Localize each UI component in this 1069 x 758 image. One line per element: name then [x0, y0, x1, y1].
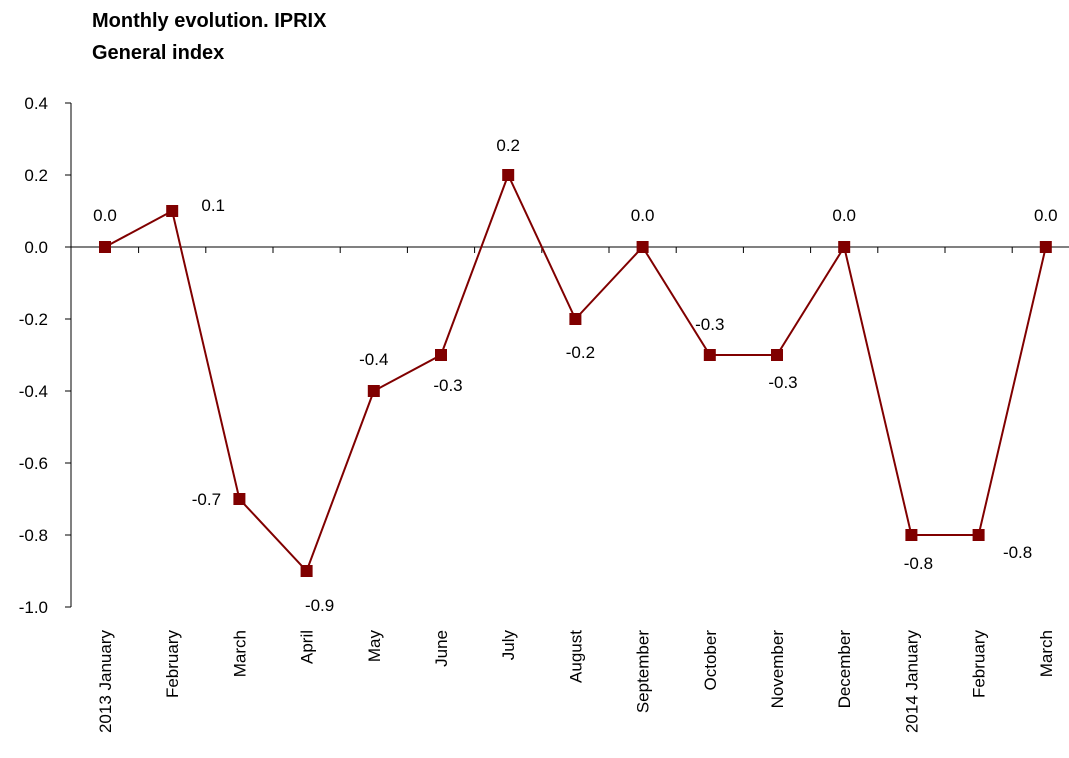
marker: [1039, 241, 1052, 253]
y-tick-label: 0.0: [24, 238, 48, 257]
marker: [502, 169, 515, 181]
marker: [703, 349, 716, 361]
x-tick-label: May: [365, 630, 384, 663]
data-label: -0.7: [192, 490, 221, 509]
y-tick-label: -0.6: [19, 454, 48, 473]
y-tick-label: -0.8: [19, 526, 48, 545]
y-tick-label: -1.0: [19, 598, 48, 617]
data-label: 0.0: [1034, 206, 1058, 225]
data-label: -0.4: [359, 350, 388, 369]
marker: [435, 349, 447, 361]
x-tick-label: March: [230, 630, 249, 677]
x-tick-label: March: [1037, 630, 1056, 677]
data-label: -0.8: [1003, 543, 1032, 562]
marker: [569, 313, 582, 325]
y-tick-label: -0.4: [19, 382, 48, 401]
x-tick-label: July: [499, 630, 518, 661]
chart-title: Monthly evolution. IPRIX: [92, 10, 327, 32]
marker: [166, 205, 179, 217]
data-label: -0.8: [904, 554, 933, 573]
series-line: [104, 172, 1047, 573]
marker: [367, 385, 380, 397]
x-tick-label: August: [566, 630, 585, 683]
marker: [99, 241, 111, 253]
y-tick-label: 0.2: [24, 166, 48, 185]
data-label: 0.0: [832, 206, 856, 225]
marker: [838, 241, 851, 253]
x-tick-label: 2013 January: [96, 630, 115, 734]
x-tick-label: September: [634, 630, 653, 713]
marker: [972, 529, 985, 541]
data-label: -0.2: [566, 343, 595, 362]
x-tick-label: April: [298, 630, 317, 664]
data-label: -0.3: [433, 376, 462, 395]
data-label: 0.2: [496, 136, 520, 155]
data-label: -0.9: [305, 596, 334, 615]
x-tick-label: June: [432, 630, 451, 667]
x-tick-label: November: [768, 630, 787, 709]
data-label: 0.0: [631, 206, 655, 225]
data-label: 0.0: [93, 206, 117, 225]
x-tick-label: February: [163, 630, 182, 699]
y-tick-label: 0.4: [24, 94, 48, 113]
marker: [300, 565, 313, 577]
data-label: -0.3: [695, 315, 724, 334]
x-tick-label: February: [970, 630, 989, 699]
chart-subtitle: General index: [92, 42, 224, 64]
marker: [233, 493, 246, 505]
marker: [905, 529, 918, 541]
x-tick-label: December: [835, 630, 854, 709]
x-tick-label: October: [701, 630, 720, 691]
data-label: 0.1: [201, 196, 225, 215]
x-tick-label: 2014 January: [902, 630, 921, 734]
marker: [636, 241, 649, 253]
data-label: -0.3: [768, 373, 797, 392]
marker: [771, 349, 783, 361]
y-tick-label: -0.2: [19, 310, 48, 329]
